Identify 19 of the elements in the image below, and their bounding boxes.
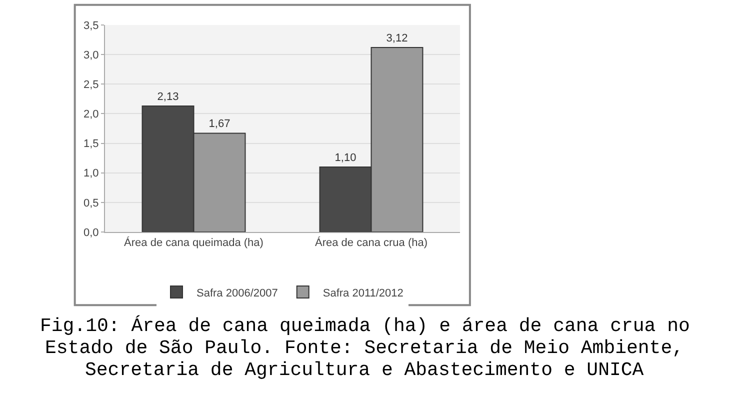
y-tick-label: 3,5 — [84, 20, 99, 32]
y-tick-label: 3,0 — [84, 49, 99, 62]
data-label: 1,67 — [208, 118, 230, 130]
legend-label: Safra 2006/2007 — [196, 287, 278, 300]
y-tick-label: 2,0 — [84, 108, 99, 121]
data-label: 2,13 — [157, 91, 179, 104]
text: Secretaria de Agricultura e Abastecimento e UNICA — [85, 359, 644, 381]
y-tick-label: 2,5 — [84, 78, 99, 91]
data-label: 3,12 — [386, 32, 408, 44]
y-tick-label: 0,5 — [84, 197, 99, 210]
legend-label: Safra 2011/2012 — [322, 287, 404, 300]
x-tick-label: Área de cana queimada (ha) — [124, 236, 264, 250]
y-tick-label: 0,0 — [84, 226, 99, 239]
x-tick-label: Área de cana crua (ha) — [314, 236, 428, 250]
text: Estado de São Paulo. Fonte: Secretaria de Meio Ambiente, — [45, 337, 684, 359]
y-tick-label: 1,5 — [84, 138, 99, 150]
y-tick-label: 1,0 — [84, 168, 99, 180]
caption: Fig.10: Área de cana queimada (ha) e área de cana crua no — [40, 315, 690, 337]
data-label: 1,10 — [334, 152, 356, 164]
